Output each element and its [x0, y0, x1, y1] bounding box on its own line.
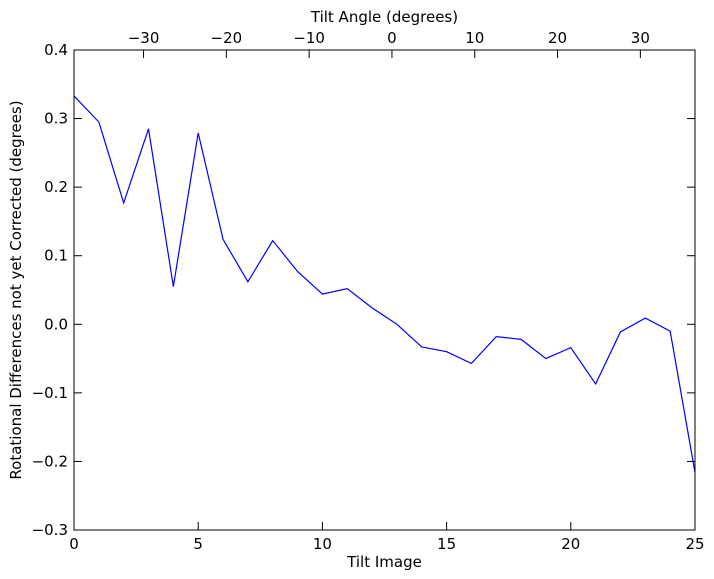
y-tick-label: −0.3	[32, 521, 68, 539]
y-axis-label: Rotational Differences not yet Corrected…	[7, 100, 25, 479]
plot-frame	[73, 49, 696, 531]
top-axis-ticks: −30 −20 −10 0 10 20 30	[128, 29, 650, 58]
x-axis-label: Tilt Image	[346, 553, 422, 571]
y-tick-label: 0.4	[44, 41, 68, 59]
x-tick-label: 20	[561, 535, 580, 553]
top-tick-label: −10	[293, 29, 325, 47]
x-tick-label: 15	[437, 535, 456, 553]
series-line	[73, 95, 696, 473]
top-axis-label: Tilt Angle (degrees)	[310, 8, 458, 26]
y-tick-label: 0.2	[44, 178, 68, 196]
x-axis-ticks: 0 5 10 15 20 25	[69, 522, 705, 553]
top-tick-label: 30	[631, 29, 650, 47]
x-tick-label: 0	[69, 535, 79, 553]
y-axis-ticks: 0.4 0.3 0.2 0.1 0.0 −0.1 −0.2 −0.3	[32, 41, 695, 539]
y-tick-label: 0.3	[44, 110, 68, 128]
top-tick-label: 20	[548, 29, 567, 47]
top-tick-label: −20	[211, 29, 243, 47]
top-tick-label: 0	[387, 29, 397, 47]
top-tick-label: −30	[128, 29, 160, 47]
y-tick-label: 0.0	[44, 315, 68, 333]
y-tick-label: −0.2	[32, 452, 68, 470]
x-tick-label: 10	[313, 535, 332, 553]
y-tick-label: 0.1	[44, 247, 68, 265]
y-tick-label: −0.1	[32, 384, 68, 402]
x-tick-label: 5	[193, 535, 203, 553]
series-layer	[73, 95, 696, 473]
top-tick-label: 10	[465, 29, 484, 47]
x-tick-label: 25	[685, 535, 704, 553]
